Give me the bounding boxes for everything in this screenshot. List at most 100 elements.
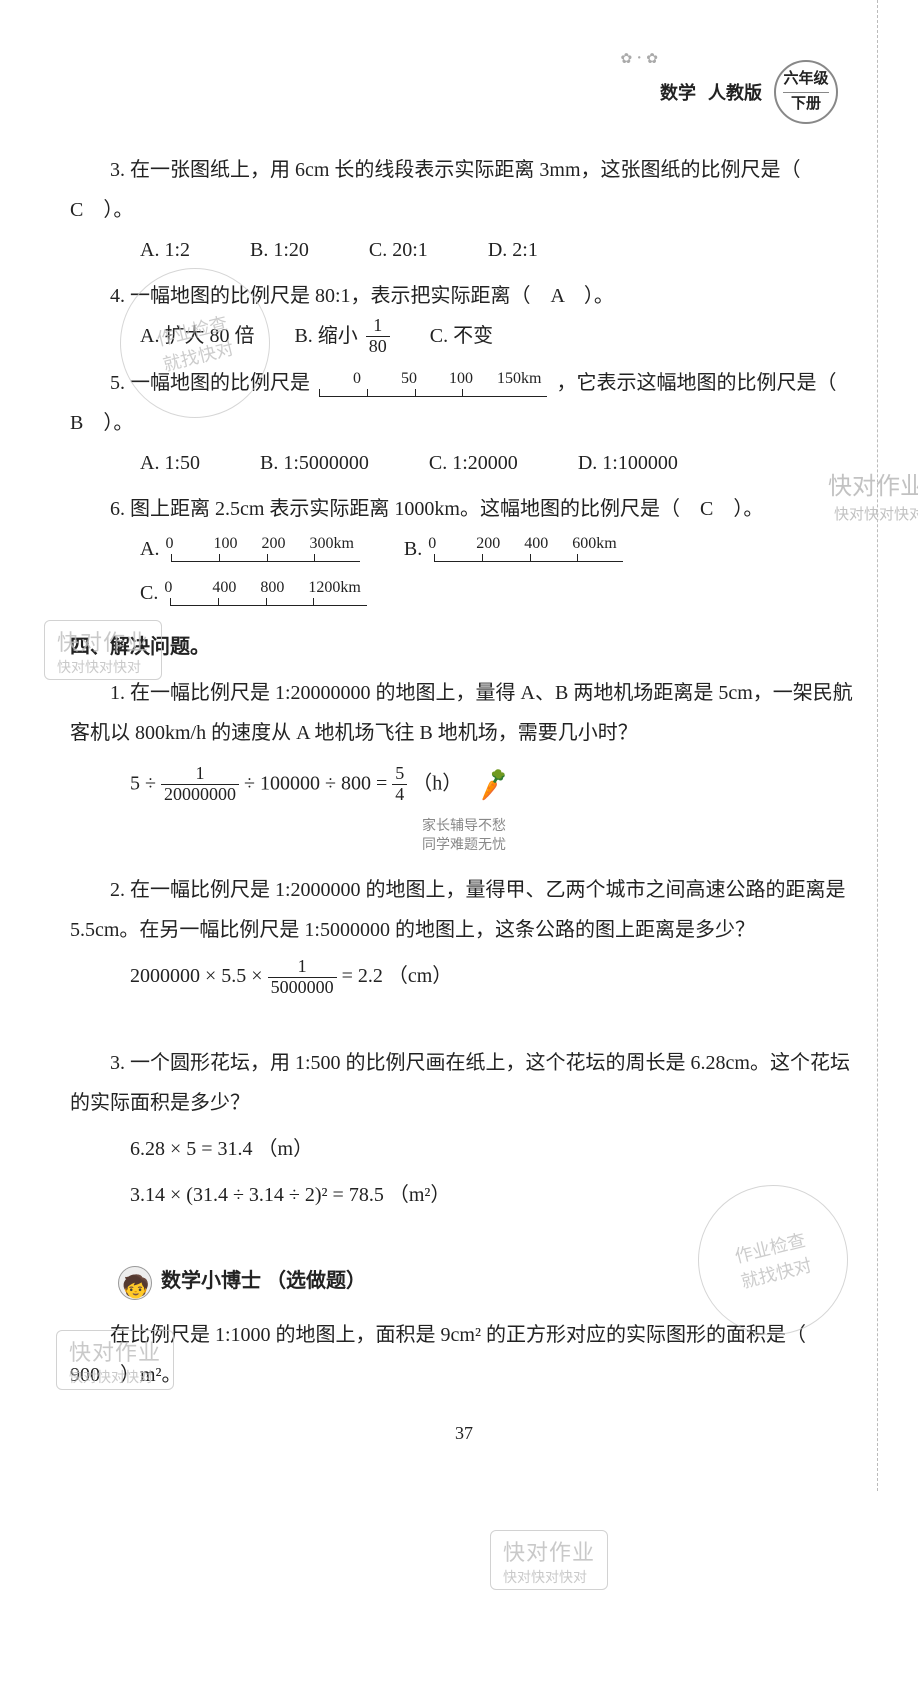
bonus-section: 数学小博士 （选做题）: [118, 1261, 858, 1301]
content-area: 3. 在一张图纸上，用 6cm 长的线段表示实际距离 3mm，这张图纸的比例尺是…: [70, 150, 858, 1451]
page-header: 数学 人教版 六年级 下册: [660, 60, 838, 124]
p1-f1-num: 1: [161, 764, 239, 785]
q5-opt-b: B. 1:5000000: [260, 443, 369, 483]
q5-text-pre: 5. 一幅地图的比例尺是: [110, 372, 310, 394]
header-decoration: ✿ ･ ✿: [621, 48, 658, 68]
problem-1: 1. 在一幅比例尺是 1:20000000 的地图上，量得 A、B 两地机场距离…: [70, 673, 858, 753]
question-3: 3. 在一张图纸上，用 6cm 长的线段表示实际距离 3mm，这张图纸的比例尺是…: [70, 150, 858, 230]
kdzy3-small: 快对快对快对: [503, 1567, 595, 1587]
q6-ruler-b: 0 200 400 600km: [434, 536, 622, 562]
q5-ruler-l0: 0: [313, 371, 361, 387]
right-watermark: 快对作业 快对快对快对: [828, 470, 918, 525]
problem-3: 3. 一个圆形花坛，用 1:500 的比例尺画在纸上，这个花坛的周长是 6.28…: [70, 1043, 858, 1123]
grade-top: 六年级: [783, 70, 828, 90]
p1-f-pre: 5 ÷: [130, 772, 161, 794]
q4-opt-b: B. 缩小 1 80: [294, 316, 389, 357]
q6a-l3: 300km: [309, 536, 353, 552]
right-margin-rule: [877, 0, 878, 1491]
q5-ruler: 0 50 100 150km: [319, 371, 547, 397]
q6b-l3: 600km: [572, 536, 616, 552]
q5-ruler-l1: 50: [361, 371, 409, 387]
small-note: 家长辅导不愁 同学难题无忧: [404, 817, 524, 856]
q4-opt-b-prefix: B. 缩小: [294, 316, 357, 356]
q4-options: A. 扩大 80 倍 B. 缩小 1 80 C. 不变: [140, 316, 858, 357]
p3-line2: 3.14 × (31.4 ÷ 3.14 ÷ 2)² = 78.5 （m²）: [130, 1175, 858, 1215]
q6c-l1: 400: [212, 580, 260, 596]
p3-line1: 6.28 × 5 = 31.4 （m）: [130, 1129, 858, 1169]
p2-frac: 1 5000000: [268, 957, 337, 998]
rwm-big: 快对作业: [828, 473, 918, 500]
q6a-l1: 100: [213, 536, 261, 552]
q5-opt-a: A. 1:50: [140, 443, 200, 483]
p1-f-unit: （h）: [412, 772, 462, 794]
grade-bottom: 下册: [791, 95, 821, 115]
kdzy3-big: 快对作业: [503, 1535, 595, 1567]
p1-f2-den: 4: [392, 785, 407, 805]
q6b-l1: 200: [476, 536, 524, 552]
q6c-l3: 1200km: [308, 580, 360, 596]
q3-opt-d: D. 2:1: [488, 230, 538, 270]
note-l2: 同学难题无忧: [422, 838, 506, 853]
q6-text: 6. 图上距离 2.5cm 表示实际距离 1000km。这幅地图的比例尺是（ C…: [110, 498, 763, 520]
q5-opt-d: D. 1:100000: [578, 443, 678, 483]
q6a-l0: 0: [165, 536, 213, 552]
question-6: 6. 图上距离 2.5cm 表示实际距离 1000km。这幅地图的比例尺是（ C…: [70, 489, 858, 529]
p2-f-post: = 2.2 （cm）: [342, 965, 453, 987]
p1-frac2: 5 4: [392, 764, 407, 805]
p2-formula: 2000000 × 5.5 × 1 5000000 = 2.2 （cm）: [130, 956, 858, 998]
q3-opt-b: B. 1:20: [250, 230, 309, 270]
bonus-text: 在比例尺是 1:1000 的地图上，面积是 9cm² 的正方形对应的实际图形的面…: [70, 1324, 826, 1386]
p3-text: 3. 一个圆形花坛，用 1:500 的比例尺画在纸上，这个花坛的周长是 6.28…: [70, 1052, 850, 1114]
q3-opt-a: A. 1:2: [140, 230, 190, 270]
q6-opt-c: C. 0 400 800 1200km: [140, 573, 371, 613]
q3-text: 3. 在一张图纸上，用 6cm 长的线段表示实际距离 3mm，这张图纸的比例尺是…: [70, 159, 821, 221]
q6-opt-b-label: B.: [404, 529, 422, 569]
q5-ruler-l3: 150km: [457, 371, 541, 387]
grade-divider: [783, 92, 829, 93]
edition-label: 人教版: [708, 79, 762, 105]
q6b-l0: 0: [428, 536, 476, 552]
q4-frac-den: 80: [366, 337, 390, 357]
subject-label: 数学: [660, 79, 696, 105]
page-number: 37: [70, 1415, 858, 1451]
q4-opt-c: C. 不变: [430, 316, 493, 357]
q6c-l0: 0: [164, 580, 212, 596]
q3-opt-c: C. 20:1: [369, 230, 428, 270]
carrot-icon: 🥕: [470, 755, 517, 814]
p2-text: 2. 在一幅比例尺是 1:2000000 的地图上，量得甲、乙两个城市之间高速公…: [70, 879, 846, 941]
doctor-icon: [118, 1266, 152, 1300]
p1-f-post: ÷ 100000 ÷ 800 =: [244, 772, 392, 794]
rwm-small: 快对快对快对: [828, 504, 918, 525]
q6-options-row1: A. 0 100 200 300km B. 0 200: [140, 529, 858, 569]
q6c-l2: 800: [260, 580, 308, 596]
question-5: 5. 一幅地图的比例尺是 0 50 100 150km ，它表示这幅地图的比例尺…: [70, 363, 858, 443]
q5-ruler-l2: 100: [409, 371, 457, 387]
q3-options: A. 1:2 B. 1:20 C. 20:1 D. 2:1: [140, 230, 858, 270]
q4-fraction: 1 80: [366, 316, 390, 357]
question-4: 4. 一幅地图的比例尺是 80:1，表示把实际距离（ A ）。: [70, 276, 858, 316]
q6b-l2: 400: [524, 536, 572, 552]
q6-opt-b: B. 0 200 400 600km: [404, 529, 627, 569]
q4-frac-num: 1: [366, 316, 390, 337]
q4-text: 4. 一幅地图的比例尺是 80:1，表示把实际距离（ A ）。: [110, 285, 614, 307]
q6-ruler-a: 0 100 200 300km: [171, 536, 359, 562]
q5-opt-c: C. 1:20000: [429, 443, 518, 483]
q4-opt-a: A. 扩大 80 倍: [140, 316, 254, 357]
p1-formula: 5 ÷ 1 20000000 ÷ 100000 ÷ 800 = 5 4 （h） …: [130, 759, 858, 811]
q6a-l2: 200: [261, 536, 309, 552]
p1-text: 1. 在一幅比例尺是 1:20000000 的地图上，量得 A、B 两地机场距离…: [70, 682, 853, 744]
q6-options-row2: C. 0 400 800 1200km: [140, 573, 858, 613]
kdzy-watermark-3: 快对作业 快对快对快对: [490, 1530, 608, 1590]
q6-opt-a-label: A.: [140, 529, 159, 569]
q6-opt-c-label: C.: [140, 573, 158, 613]
grade-badge: 六年级 下册: [774, 60, 838, 124]
p2-f-num: 1: [268, 957, 337, 978]
q6-opt-a: A. 0 100 200 300km: [140, 529, 364, 569]
note-l1: 家长辅导不愁: [422, 819, 506, 834]
p1-f1-den: 20000000: [161, 785, 239, 805]
problem-2: 2. 在一幅比例尺是 1:2000000 的地图上，量得甲、乙两个城市之间高速公…: [70, 870, 858, 950]
bonus-question: 在比例尺是 1:1000 的地图上，面积是 9cm² 的正方形对应的实际图形的面…: [70, 1315, 858, 1395]
section-4-title: 四、解决问题。: [70, 627, 858, 667]
p2-f-pre: 2000000 × 5.5 ×: [130, 965, 268, 987]
bonus-title-text: 数学小博士 （选做题）: [161, 1270, 366, 1292]
